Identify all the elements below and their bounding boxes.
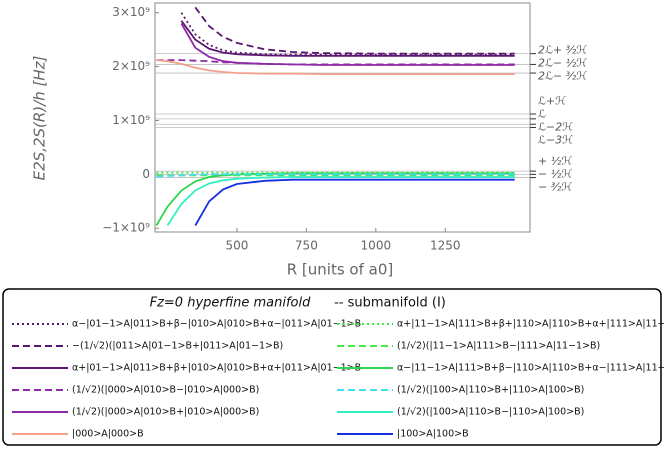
series-line <box>156 173 515 178</box>
legend-label: |000>A|000>B <box>72 429 144 440</box>
y-axis-label: E2S,2S(R)/h [Hz] <box>31 56 49 181</box>
level-label: ℒ−3ℋ <box>538 134 573 147</box>
legend-label: α−|01−1>A|011>B+β−|010>A|010>B+α−|011>A|… <box>72 319 361 330</box>
series-line <box>194 6 515 55</box>
series-line <box>166 176 515 226</box>
series-line <box>156 59 515 66</box>
legend-label: (1/√2)(|000>A|010>B−|010>A|000>B) <box>72 385 259 396</box>
series-line <box>180 20 515 57</box>
level-label: ℒ−2ℋ <box>538 121 573 134</box>
level-label: ℒ+ℋ <box>538 95 566 108</box>
series-line <box>194 178 515 226</box>
x-tick-label: 1250 <box>430 239 461 253</box>
legend-label: (1/√2)(|100>A|110>B+|110>A|100>B) <box>397 385 584 396</box>
x-tick-label: 750 <box>295 239 318 253</box>
y-tick-label: 1×10⁹ <box>112 113 150 127</box>
level-label: ℒ <box>538 108 546 121</box>
x-axis-label: R [units of a0] <box>287 261 394 279</box>
series-line <box>180 12 515 56</box>
y-tick-label: 2×10⁹ <box>112 59 150 73</box>
x-tick-label: 1000 <box>361 239 392 253</box>
y-tick-label: −1×10⁹ <box>102 221 150 235</box>
legend-label: (1/√2)(|11−1>A|111>B−|111>A|11−1>B) <box>397 341 600 352</box>
level-label: 2ℒ− ½ℋ <box>538 57 587 70</box>
legend-label: −(1/√2)(|011>A|01−1>B+|011>A|01−1>B) <box>72 341 283 352</box>
level-label: 2ℒ+ ³⁄₂ℋ <box>538 44 587 57</box>
x-tick-label: 500 <box>225 239 248 253</box>
legend-box <box>2 288 662 446</box>
legend-note: -- submanifold (I) <box>334 296 446 311</box>
level-label: − ½ℋ <box>538 167 572 180</box>
plot-frame <box>154 2 531 233</box>
level-label: − ³⁄₂ℋ <box>538 180 572 193</box>
legend-label: α−|11−1>A|111>B+β−|110>A|110>B+α−|111>A|… <box>397 363 664 374</box>
level-label: 2ℒ− ³⁄₂ℋ <box>538 70 587 83</box>
series-line <box>156 59 515 75</box>
legend-label: (1/√2)(|000>A|010>B+|010>A|000>B) <box>72 407 259 418</box>
level-label: + ½ℋ <box>538 154 572 167</box>
series-line <box>180 23 515 66</box>
legend-label: α+|11−1>A|111>B+β+|110>A|110>B+α+|111>A|… <box>397 319 664 330</box>
legend-label: |100>A|100>B <box>397 429 469 440</box>
legend-label: (1/√2)(|100>A|110>B−|110>A|100>B) <box>397 407 584 418</box>
legend-title: Fz=0 hyperfine manifold <box>150 296 312 311</box>
y-tick-label: 3×10⁹ <box>112 5 150 19</box>
y-tick-label: 0 <box>142 167 150 181</box>
legend-label: α+|01−1>A|011>B+β+|010>A|010>B+α+|011>A|… <box>72 363 361 374</box>
